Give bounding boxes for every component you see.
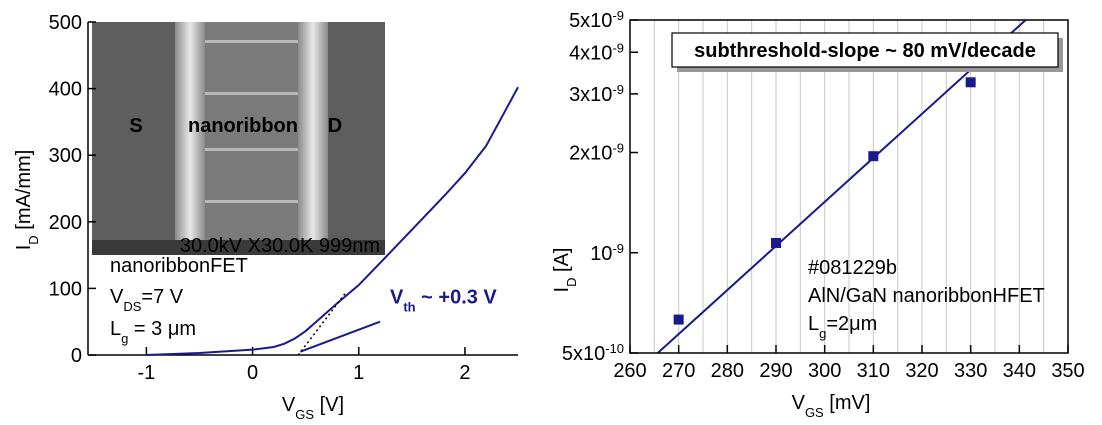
subscript: DS xyxy=(123,299,141,314)
subscript: -9 xyxy=(612,81,624,96)
x-tick-label: 310 xyxy=(857,360,890,382)
text-run: V xyxy=(390,287,404,309)
x-tick-label: 320 xyxy=(905,360,938,382)
data-line xyxy=(146,86,519,356)
text-run: V xyxy=(110,286,124,308)
y-tick-label: 500 xyxy=(49,12,82,34)
subscript: D xyxy=(26,235,41,244)
fit-line xyxy=(657,20,1027,353)
y-tick-label: 3x10-9 xyxy=(569,81,624,106)
text-run: = 3 μm xyxy=(128,318,196,340)
x-tick-label: 300 xyxy=(808,360,841,382)
text-run: 4x10 xyxy=(569,42,612,64)
text-run: [V] xyxy=(314,394,344,416)
text-run: 5x10 xyxy=(562,343,605,365)
x-tick-label: 0 xyxy=(247,362,258,384)
subscript: -10 xyxy=(605,341,624,356)
y-tick-label: 200 xyxy=(49,212,82,234)
sem-image xyxy=(92,22,385,255)
text-run: V xyxy=(282,394,296,416)
text-run: L xyxy=(808,313,819,335)
note: nanoribbonFET xyxy=(110,255,248,277)
plot-clip xyxy=(653,20,1045,353)
subscript: D xyxy=(564,278,579,287)
x-tick-label: 340 xyxy=(1003,360,1036,382)
text-run: AlN/GaN nanoribbonHFET xyxy=(808,285,1045,307)
text-run: [A] xyxy=(551,248,573,278)
y-tick-label: 400 xyxy=(49,79,82,101)
note: Lg=2μm xyxy=(808,313,877,341)
x-tick-label: 350 xyxy=(1051,360,1084,382)
x-tick-label: 290 xyxy=(759,360,792,382)
x-axis-label: VGS [V] xyxy=(282,394,344,422)
y-axis-label: ID [mA/mm] xyxy=(13,150,41,251)
note: Lg = 3 μm xyxy=(110,318,196,346)
arrow-line xyxy=(299,320,381,353)
text-run: [mV] xyxy=(824,392,871,414)
x-axis-label: VGS [mV] xyxy=(792,392,871,420)
tangent-line xyxy=(297,293,346,356)
subscript: -9 xyxy=(612,8,624,23)
text-run: 10 xyxy=(590,243,612,265)
subscript: -9 xyxy=(612,40,624,55)
text-run: I xyxy=(13,245,35,251)
x-tick-label: 260 xyxy=(613,360,646,382)
text-run: ~ +0.3 V xyxy=(416,287,498,309)
inset-label: nanoribbon xyxy=(188,115,298,137)
x-tick-label: 2 xyxy=(459,362,470,384)
y-tick-label: 5x10-9 xyxy=(569,8,624,33)
plot-frame xyxy=(629,19,1069,354)
text-run: [mA/mm] xyxy=(13,150,35,236)
vth-annotation: Vth ~ +0.3 V xyxy=(390,287,497,315)
x-tick-label: 270 xyxy=(662,360,695,382)
inset-label: D xyxy=(328,115,342,137)
subscript: -9 xyxy=(612,140,624,155)
subscript: -9 xyxy=(612,240,624,255)
text-run: =7 V xyxy=(141,286,183,308)
subscript: GS xyxy=(295,407,314,422)
subscript: th xyxy=(403,299,415,314)
x-tick-label: 330 xyxy=(954,360,987,382)
data-point xyxy=(965,77,976,88)
data-point xyxy=(673,314,684,325)
inset-caption: 30.0kV X30.0K 999nm xyxy=(180,235,380,257)
note: #081229b xyxy=(808,257,897,279)
subscript: GS xyxy=(805,405,824,420)
y-axis-label: ID [A] xyxy=(551,248,579,293)
inset-label: S xyxy=(129,115,142,137)
data-point xyxy=(868,151,879,162)
text-run: =2μm xyxy=(826,313,877,335)
data-point xyxy=(771,237,781,248)
text-box xyxy=(671,32,1059,68)
text-run: 2x10 xyxy=(569,143,612,165)
y-tick-label: 4x10-9 xyxy=(569,40,624,65)
y-tick-label: 100 xyxy=(49,278,82,300)
y-tick-label: 2x10-9 xyxy=(569,140,624,165)
note: AlN/GaN nanoribbonHFET xyxy=(808,285,1045,307)
subscript: g xyxy=(819,326,826,341)
y-tick-label: 10-9 xyxy=(590,240,624,265)
y-tick-label: 5x10-10 xyxy=(562,341,624,366)
text-run: L xyxy=(110,318,121,340)
x-tick-label: 1 xyxy=(353,362,364,384)
y-tick-label: 0 xyxy=(71,345,82,367)
subscript: g xyxy=(121,331,128,346)
note: VDS=7 V xyxy=(110,286,184,314)
text-run: 5x10 xyxy=(569,10,612,32)
box-text: subthreshold-slope ~ 80 mV/decade xyxy=(694,40,1036,62)
x-tick-label: 280 xyxy=(711,360,744,382)
y-tick-label: 300 xyxy=(49,145,82,167)
text-run: nanoribbonFET xyxy=(110,255,248,277)
text-run: 3x10 xyxy=(569,84,612,106)
text-run: I xyxy=(551,287,573,293)
x-tick-label: -1 xyxy=(137,362,155,384)
text-run: #081229b xyxy=(808,257,897,279)
text-run: V xyxy=(792,392,806,414)
